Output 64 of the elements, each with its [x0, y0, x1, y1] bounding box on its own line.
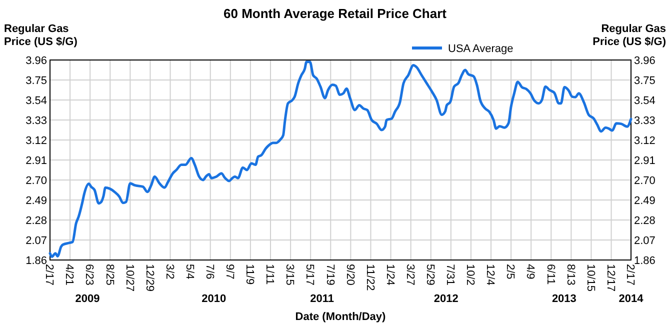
y2-tick-label: 2.28	[634, 214, 656, 227]
x2-tick-label: 2010	[202, 293, 226, 305]
x-tick-label: 11/9	[244, 264, 256, 285]
y2-tick-label: 2.07	[634, 234, 656, 247]
y2-tick-label: 3.96	[634, 54, 656, 67]
x-tick-label: 9/7	[224, 264, 236, 280]
x-tick-label: 2/17	[43, 264, 56, 286]
x-tick-label: 7/19	[324, 264, 336, 286]
y2-tick-label: 2.49	[634, 194, 656, 207]
y-tick-label: 3.12	[26, 134, 47, 147]
x-tick-label: 5/4	[183, 264, 196, 280]
y-tick-label: 3.96	[26, 54, 47, 67]
x-tick-label: 8/13	[564, 264, 576, 286]
y2-tick-label: 3.12	[634, 134, 656, 147]
y-tick-label: 2.07	[26, 234, 47, 247]
y2-axis-title: Regular Gas Price (US $/G)	[592, 23, 666, 48]
x-tick-label: 8/25	[103, 264, 116, 286]
x-tick-label: 3/27	[404, 264, 416, 286]
y-tick-label: 2.70	[26, 174, 47, 187]
x-tick-label: 7/31	[444, 264, 456, 286]
x-tick-label: 2/5	[504, 264, 516, 280]
x-tick-label: 1/11	[264, 264, 276, 285]
x-tick-label: 3/15	[284, 264, 296, 286]
x-tick-label: 10/2	[464, 264, 476, 286]
y-tick-label: 2.91	[26, 154, 47, 167]
x-tick-label: 12/4	[484, 264, 496, 286]
x-tick-label: 2/17	[624, 264, 636, 286]
x-tick-label: 10/27	[123, 264, 136, 292]
y-tick-label: 2.49	[26, 194, 47, 207]
y2-tick-label: 3.54	[634, 94, 656, 107]
y-tick-label: 1.86	[26, 254, 47, 267]
x2-tick-label: 2013	[552, 293, 576, 305]
x-tick-label: 4/9	[524, 264, 536, 280]
x-tick-label: 5/29	[424, 264, 436, 286]
x-tick-label: 5/17	[304, 264, 316, 286]
y-tick-label: 3.54	[26, 94, 47, 107]
y-tick-label: 2.28	[26, 214, 47, 227]
x-tick-label: 10/15	[584, 264, 596, 292]
x-tick-label: 3/2	[163, 264, 176, 280]
x2-tick-label: 2009	[75, 293, 100, 305]
y2-tick-label: 2.70	[634, 174, 656, 187]
y2-tick-label: 3.33	[634, 114, 656, 127]
x-tick-label: 6/23	[83, 264, 96, 286]
x-tick-label: 6/11	[544, 264, 556, 285]
y2-tick-label: 3.75	[634, 74, 656, 87]
x-tick-label: 12/17	[604, 264, 616, 292]
x2-tick-label: 2012	[434, 293, 458, 305]
y2-tick-label: 1.86	[634, 254, 656, 267]
y-tick-label: 3.33	[26, 114, 47, 127]
x-axis-title: Date (Month/Day)	[295, 311, 386, 323]
x-tick-label: 4/21	[63, 264, 76, 286]
y2-tick-label: 2.91	[634, 154, 656, 167]
x-tick-label: 1/24	[384, 264, 396, 286]
x-tick-label: 7/6	[204, 264, 216, 280]
y-axis-title: Regular Gas Price (US $/G)	[4, 23, 78, 48]
line-series	[48, 60, 632, 258]
x-tick-label: 12/29	[143, 264, 156, 292]
chart-title: 60 Month Average Retail Price Chart	[224, 6, 448, 21]
x-tick-label: 9/20	[344, 264, 356, 286]
x2-tick-label: 2014	[618, 293, 644, 305]
x2-tick-label: 2011	[310, 293, 334, 305]
legend-label: USA Average	[448, 42, 514, 55]
x-tick-label: 11/22	[364, 264, 376, 291]
y-tick-label: 3.75	[26, 74, 47, 87]
